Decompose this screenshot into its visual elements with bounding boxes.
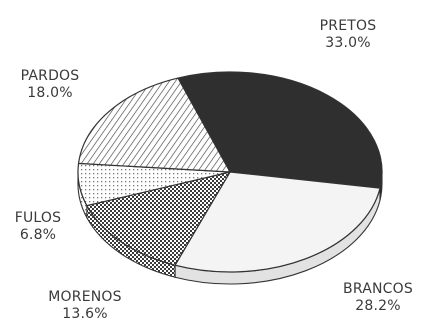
slice-pretos: [177, 71, 383, 189]
slice-brancos: [174, 171, 381, 273]
slice-label-pretos-value: 33.0%: [325, 35, 370, 51]
slice-pardos: [77, 77, 232, 173]
pie-labels: PRETOS 33.0% BRANCOS 28.2% MORENOS 13.6%…: [15, 18, 413, 322]
slice-label-fulos-name: FULOS: [15, 210, 62, 226]
slice-label-pardos-value: 18.0%: [27, 85, 72, 101]
slice-label-morenos-value: 13.6%: [62, 306, 107, 322]
slice-label-fulos-value: 6.8%: [20, 227, 56, 243]
slice-morenos: [85, 171, 232, 266]
slice-label-pardos-name: PARDOS: [21, 68, 80, 84]
pie-slices: [77, 71, 383, 273]
slice-label-brancos-value: 28.2%: [355, 298, 400, 314]
slice-label-morenos-name: MORENOS: [48, 289, 121, 305]
slice-label-pretos-name: PRETOS: [320, 18, 377, 34]
slice-label-brancos-name: BRANCOS: [343, 281, 413, 297]
